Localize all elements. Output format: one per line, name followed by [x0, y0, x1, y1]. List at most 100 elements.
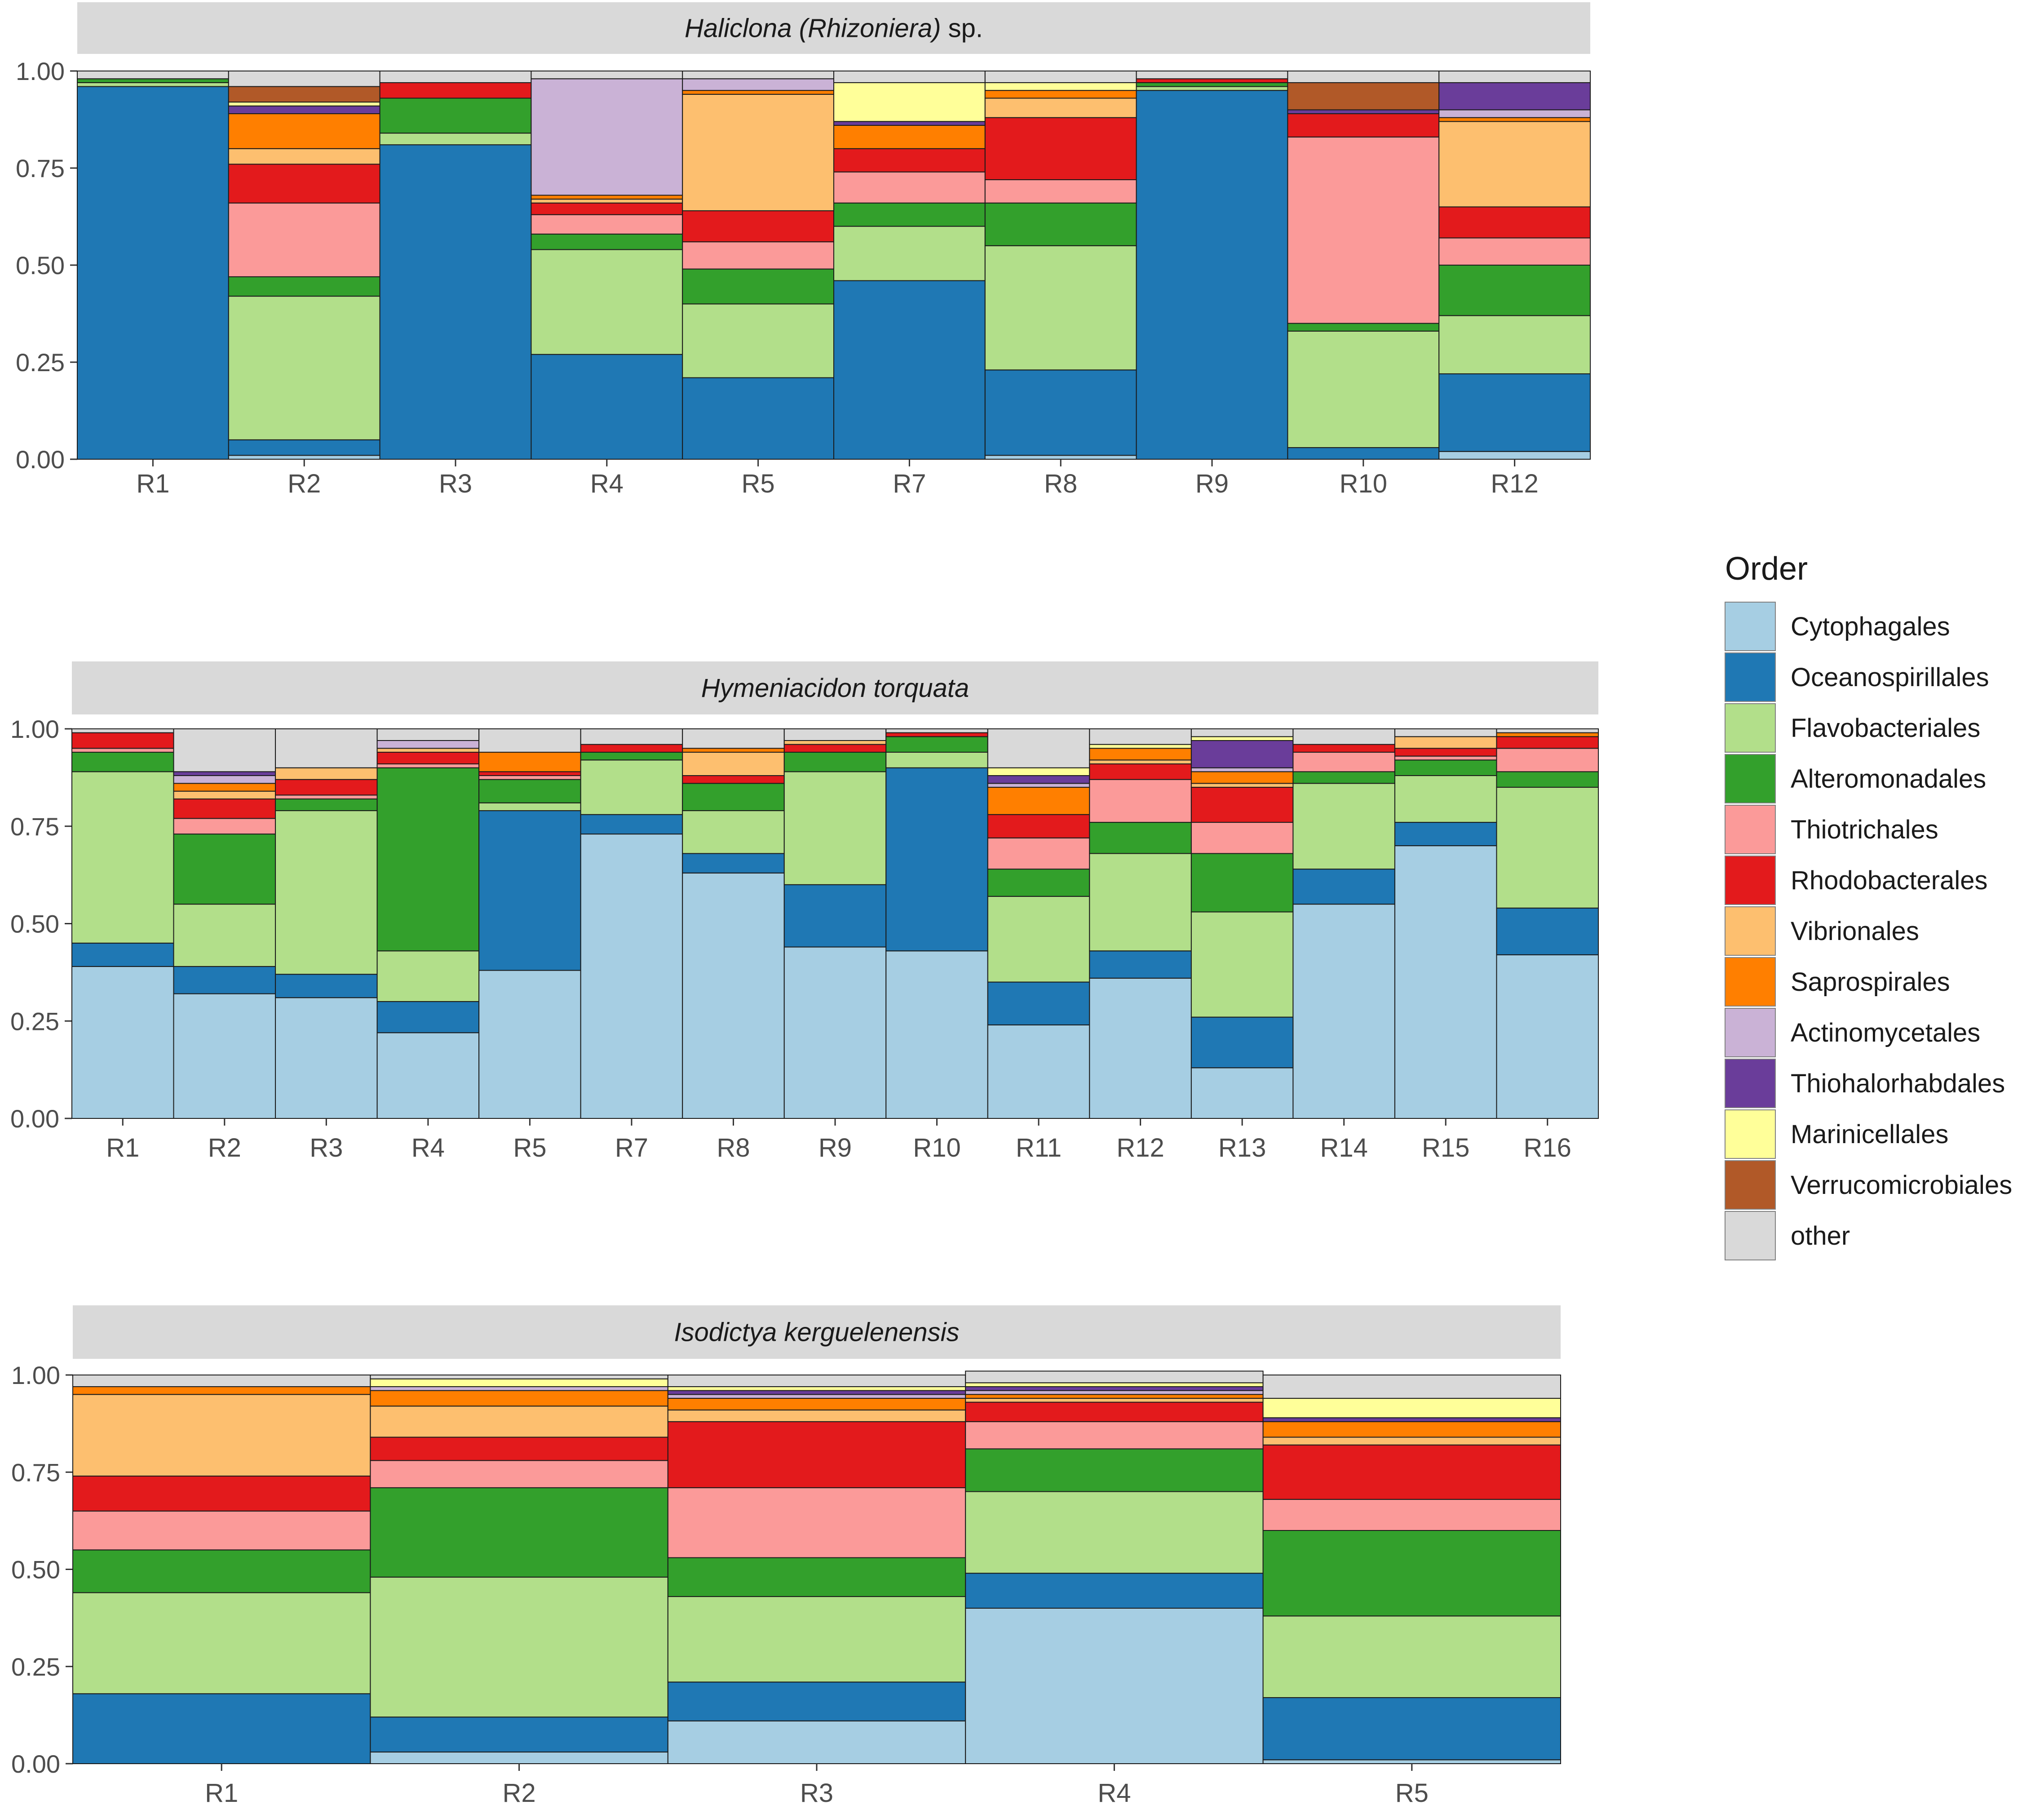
- x-tick-label: R7: [615, 1133, 648, 1162]
- bar-R10: [885, 728, 988, 1119]
- y-tick-label: 0.75: [16, 154, 65, 182]
- bar-segment-oceanospirillales: [1089, 950, 1192, 979]
- x-tick-label: R4: [1097, 1779, 1131, 1808]
- legend-label: Thiohalorhabdales: [1791, 1069, 2005, 1098]
- bar-segment-alteromonadales: [370, 1487, 668, 1578]
- y-tick-label: 1.00: [16, 57, 65, 85]
- bar-segment-saprospirales: [987, 787, 1090, 815]
- bar-segment-oceanospirillales: [531, 354, 683, 460]
- bar-R16: [1496, 728, 1599, 1119]
- bar-segment-alteromonadales: [531, 233, 683, 250]
- bar-segment-flavobacteriales: [531, 249, 683, 355]
- bar-segment-cytophagales: [173, 993, 276, 1119]
- legend-label: Thiotrichales: [1791, 815, 1938, 844]
- legend-label: other: [1791, 1221, 1850, 1251]
- x-tick-label: R14: [1320, 1133, 1367, 1162]
- x-tick-label: R16: [1524, 1133, 1571, 1162]
- bar-segment-other: [984, 71, 1137, 83]
- bar-segment-rhodobacterales: [1287, 113, 1440, 137]
- bar-segment-other: [1394, 728, 1497, 737]
- bar-segment-cytophagales: [275, 997, 378, 1119]
- legend-label: Flavobacteriales: [1791, 714, 1980, 743]
- legend-key: [1725, 602, 1776, 651]
- bar-segment-actinomycetales: [376, 740, 480, 749]
- bar-R2: [370, 1375, 668, 1765]
- bar-segment-flavobacteriales: [682, 303, 834, 378]
- bar-segment-marinicellales: [1089, 744, 1192, 749]
- bar-segment-vibrionales: [965, 1397, 1264, 1403]
- bar-segment-cytophagales: [71, 966, 174, 1119]
- bar-segment-cytophagales: [984, 455, 1137, 460]
- legend-label: Actinomycetales: [1791, 1018, 1980, 1047]
- bar-segment-rhodobacterales: [885, 732, 988, 737]
- bar-segment-saprospirales: [370, 1390, 668, 1407]
- bar-segment-oceanospirillales: [1190, 1016, 1294, 1069]
- bar-segment-actinomycetales: [965, 1390, 1264, 1395]
- bar-segment-thiohalorhabdales: [833, 121, 986, 126]
- legend-key: [1725, 1109, 1776, 1159]
- bar-segment-thiohalorhabdales: [965, 1386, 1264, 1391]
- facet-panels: Haliclona (Rhizoniera) sp. 0.00 0.25 0.50 0.…: [10, 2, 1599, 1808]
- bar-segment-oceanospirillales: [1287, 447, 1440, 460]
- bar-segment-alteromonadales: [228, 276, 380, 297]
- x-tick-label: R5: [513, 1133, 546, 1162]
- legend-key: [1725, 1160, 1776, 1210]
- y-tick-label: 0.25: [16, 348, 65, 377]
- facet-strip: [73, 1305, 1561, 1359]
- bar-segment-oceanospirillales: [71, 942, 174, 967]
- bar-segment-oceanospirillales: [783, 884, 887, 948]
- bar-segment-saprospirales: [72, 1386, 371, 1395]
- bar-segment-rhodobacterales: [580, 744, 683, 753]
- bar-segment-thiotrichales: [984, 179, 1137, 204]
- facet-title-italic: Hymeniacidon torquata: [701, 674, 969, 703]
- bar-segment-saprospirales: [1190, 771, 1294, 784]
- bar-segment-rhodobacterales: [173, 798, 276, 819]
- bar-segment-other: [1089, 728, 1192, 745]
- y-tick-label: 0.50: [10, 910, 59, 938]
- bar-segment-oceanospirillales: [1292, 869, 1395, 905]
- bar-segment-rhodobacterales: [682, 210, 834, 243]
- bar-segment-oceanospirillales: [833, 280, 986, 460]
- bar-segment-alteromonadales: [1394, 759, 1497, 776]
- bar-segment-alteromonadales: [885, 736, 988, 753]
- bar-segment-thiotrichales: [478, 775, 581, 780]
- bar-segment-rhodobacterales: [376, 752, 480, 765]
- bar-segment-vibrionales: [531, 199, 683, 204]
- bar-segment-oceanospirillales: [682, 853, 785, 874]
- bar-R9: [1136, 71, 1288, 460]
- bar-segment-marinicellales: [370, 1378, 668, 1387]
- bar-segment-cytophagales: [1292, 904, 1395, 1119]
- bar-segment-actinomycetales: [173, 775, 276, 784]
- bar-segment-rhodobacterales: [667, 1421, 966, 1488]
- bar-segment-other: [370, 1375, 668, 1379]
- bar-segment-flavobacteriales: [667, 1596, 966, 1683]
- bar-segment-rhodobacterales: [1262, 1444, 1562, 1500]
- bar-segment-thiohalorhabdales: [667, 1390, 966, 1395]
- legend-key: [1725, 1059, 1776, 1108]
- bar-segment-vibrionales: [1438, 121, 1591, 208]
- y-tick-label: 0.00: [11, 1750, 60, 1778]
- bar-segment-thiotrichales: [682, 241, 834, 270]
- bar-segment-alteromonadales: [833, 202, 986, 227]
- bar-segment-alteromonadales: [987, 869, 1090, 897]
- y-tick-label: 0.50: [11, 1556, 60, 1584]
- bar-segment-oceanospirillales: [987, 981, 1090, 1025]
- bar-segment-rhodobacterales: [965, 1402, 1264, 1422]
- x-tick-label: R1: [106, 1133, 139, 1162]
- facet-panel-3: Isodictya kerguelenensis 0.00 0.25 0.50 0.75…: [11, 1305, 1562, 1808]
- bar-segment-other: [1287, 71, 1440, 83]
- facet-strip: [77, 2, 1590, 54]
- legend-label: Oceanospirillales: [1791, 663, 1989, 692]
- bar-segment-other: [376, 728, 480, 741]
- bar-segment-vibrionales: [1089, 759, 1192, 765]
- bar-segment-other: [580, 728, 683, 745]
- bar-segment-flavobacteriales: [1292, 783, 1395, 870]
- legend-item: Marinicellales: [1725, 1109, 1948, 1159]
- bar-R9: [783, 728, 887, 1119]
- bar-segment-other: [682, 71, 834, 80]
- bar-segment-rhodobacterales: [984, 117, 1137, 180]
- bar-segment-other: [228, 71, 380, 87]
- bar-segment-alteromonadales: [783, 752, 887, 772]
- bar-segment-flavobacteriales: [1438, 315, 1591, 374]
- bar-segment-oceanospirillales: [228, 439, 380, 456]
